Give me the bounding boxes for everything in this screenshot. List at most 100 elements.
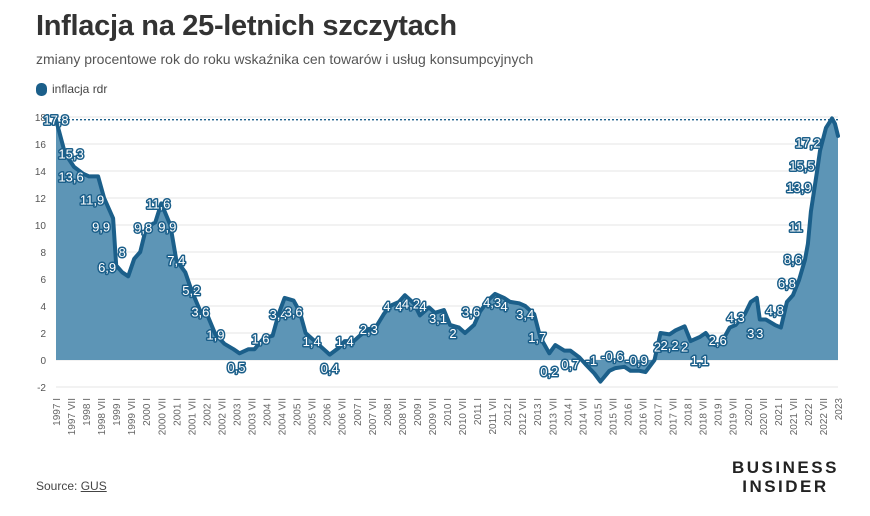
value-label: 1,9 [206, 327, 224, 342]
x-tick-label: 2023 [834, 398, 845, 421]
value-label: 2,2 [661, 338, 679, 353]
x-tick-label: 2017 I [654, 398, 665, 426]
x-tick-label: 2018 VII [699, 398, 710, 435]
x-tick-label: 1997 VII [67, 398, 78, 435]
inflation-area [56, 118, 838, 382]
x-tick-label: 2001 VII [187, 398, 198, 435]
value-label: 11,9 [80, 192, 104, 207]
value-label: 3,6 [191, 304, 209, 319]
value-label: 8 [119, 245, 126, 260]
value-label: 13,9 [786, 180, 811, 195]
x-tick-label: 2000 VII [157, 398, 168, 435]
y-tick-label: 0 [40, 356, 46, 367]
x-tick-label: 2006 I [323, 398, 334, 426]
x-tick-label: 2014 VII [578, 398, 589, 435]
value-label: 0,4 [321, 361, 339, 376]
legend-swatch [36, 82, 47, 96]
value-label: 1,6 [251, 331, 269, 346]
x-tick-label: 2011 I [473, 398, 484, 425]
x-tick-label: 2006 VII [338, 398, 349, 435]
value-label: 1,7 [528, 330, 546, 345]
x-tick-label: 2002 VII [217, 398, 228, 435]
value-label: 2,3 [360, 322, 378, 337]
x-tick-label: 2009 I [413, 398, 424, 426]
x-tick-label: 2015 VII [608, 398, 619, 435]
value-label: -0,6 [601, 349, 623, 364]
value-label: 3,6 [462, 304, 480, 319]
x-tick-label: 2011 VII [488, 398, 499, 435]
y-tick-label: 12 [35, 194, 47, 205]
source-link[interactable]: GUS [80, 479, 107, 493]
x-tick-label: 2022 I [804, 398, 815, 426]
brand-line-2: INSIDER [742, 477, 829, 496]
x-tick-label: 2005 VII [308, 398, 319, 435]
value-label: 2,6 [709, 333, 727, 348]
x-tick-label: 1999 I [112, 398, 123, 426]
value-label: 4 [395, 299, 402, 314]
x-tick-label: 2016 I [623, 398, 634, 426]
value-label: 15,3 [58, 146, 83, 161]
value-label: 17,8 [43, 113, 68, 128]
business-insider-logo: BUSINESS INSIDER [732, 458, 839, 496]
x-tick-label: 2007 I [353, 398, 364, 426]
value-label: 3,1 [429, 311, 447, 326]
value-label: 3,4 [270, 307, 288, 322]
x-tick-label: 2014 I [563, 398, 574, 426]
value-label: 6,9 [98, 260, 116, 275]
x-tick-label: 2022 VII [819, 398, 830, 435]
legend-label: inflacja rdr [52, 82, 108, 96]
value-label: 0,5 [227, 360, 245, 375]
x-tick-label: 2017 VII [669, 398, 680, 435]
y-tick-label: 16 [35, 140, 47, 151]
y-axis: -2 0 2 4 6 8 10 12 14 16 18 [35, 113, 47, 394]
x-tick-label: 2020 I [744, 398, 755, 426]
x-tick-label: 2019 I [714, 398, 725, 426]
x-tick-label: 2004 I [263, 398, 274, 426]
value-label: 9,8 [134, 221, 152, 236]
x-tick-label: 2007 VII [368, 398, 379, 435]
brand-line-1: BUSINESS [732, 458, 839, 477]
value-label: 7,4 [167, 253, 185, 268]
x-tick-label: 2018 I [684, 398, 695, 426]
value-label: 4,2 [402, 296, 420, 311]
x-tick-label: 2009 VII [428, 398, 439, 435]
value-label: 1,4 [303, 334, 321, 349]
y-tick-label: 4 [40, 302, 46, 313]
x-tick-label: 2021 VII [789, 398, 800, 435]
value-label: 3,4 [516, 307, 534, 322]
value-label: 4 [419, 299, 426, 314]
source-prefix: Source: [36, 479, 81, 493]
source-note: Source: GUS [36, 479, 107, 493]
value-label: 9,9 [158, 219, 176, 234]
x-tick-label: 2020 VII [759, 398, 770, 435]
chart-title: Inflacja na 25-letnich szczytach [36, 10, 457, 42]
y-tick-label: 18 [35, 113, 47, 124]
value-label: 4 [501, 299, 508, 314]
x-tick-label: 2002 I [202, 398, 213, 426]
value-label: 3 [747, 326, 754, 341]
value-label: 17,2 [795, 136, 820, 151]
value-label: 6,8 [778, 276, 796, 291]
x-tick-label: 2013 VII [548, 398, 559, 435]
value-label: -0,9 [625, 353, 647, 368]
value-label: 4,3 [483, 295, 501, 310]
x-tick-label: 2010 VII [458, 398, 469, 435]
x-tick-label: 2008 VII [398, 398, 409, 435]
value-label: 0,2 [540, 364, 558, 379]
value-label: 8,6 [784, 252, 802, 267]
value-label: 11,6 [146, 196, 170, 211]
x-tick-label: 2000 I [142, 398, 153, 426]
value-label: 4,3 [727, 310, 745, 325]
value-label: 2 [654, 340, 661, 355]
value-label: 9,9 [92, 219, 110, 234]
y-tick-label: 8 [40, 248, 46, 259]
y-tick-label: 14 [35, 167, 47, 178]
x-tick-label: 2012 I [503, 398, 514, 426]
x-axis: 1997 I 1997 VII 1998 I 1998 VII 1999 I 1999 V… [52, 398, 845, 436]
value-label: 11 [789, 219, 803, 234]
value-label: 2 [681, 340, 688, 355]
x-tick-label: 2019 VII [729, 398, 740, 435]
value-label: 3,6 [285, 304, 303, 319]
x-tick-label: 2004 VII [278, 398, 289, 435]
